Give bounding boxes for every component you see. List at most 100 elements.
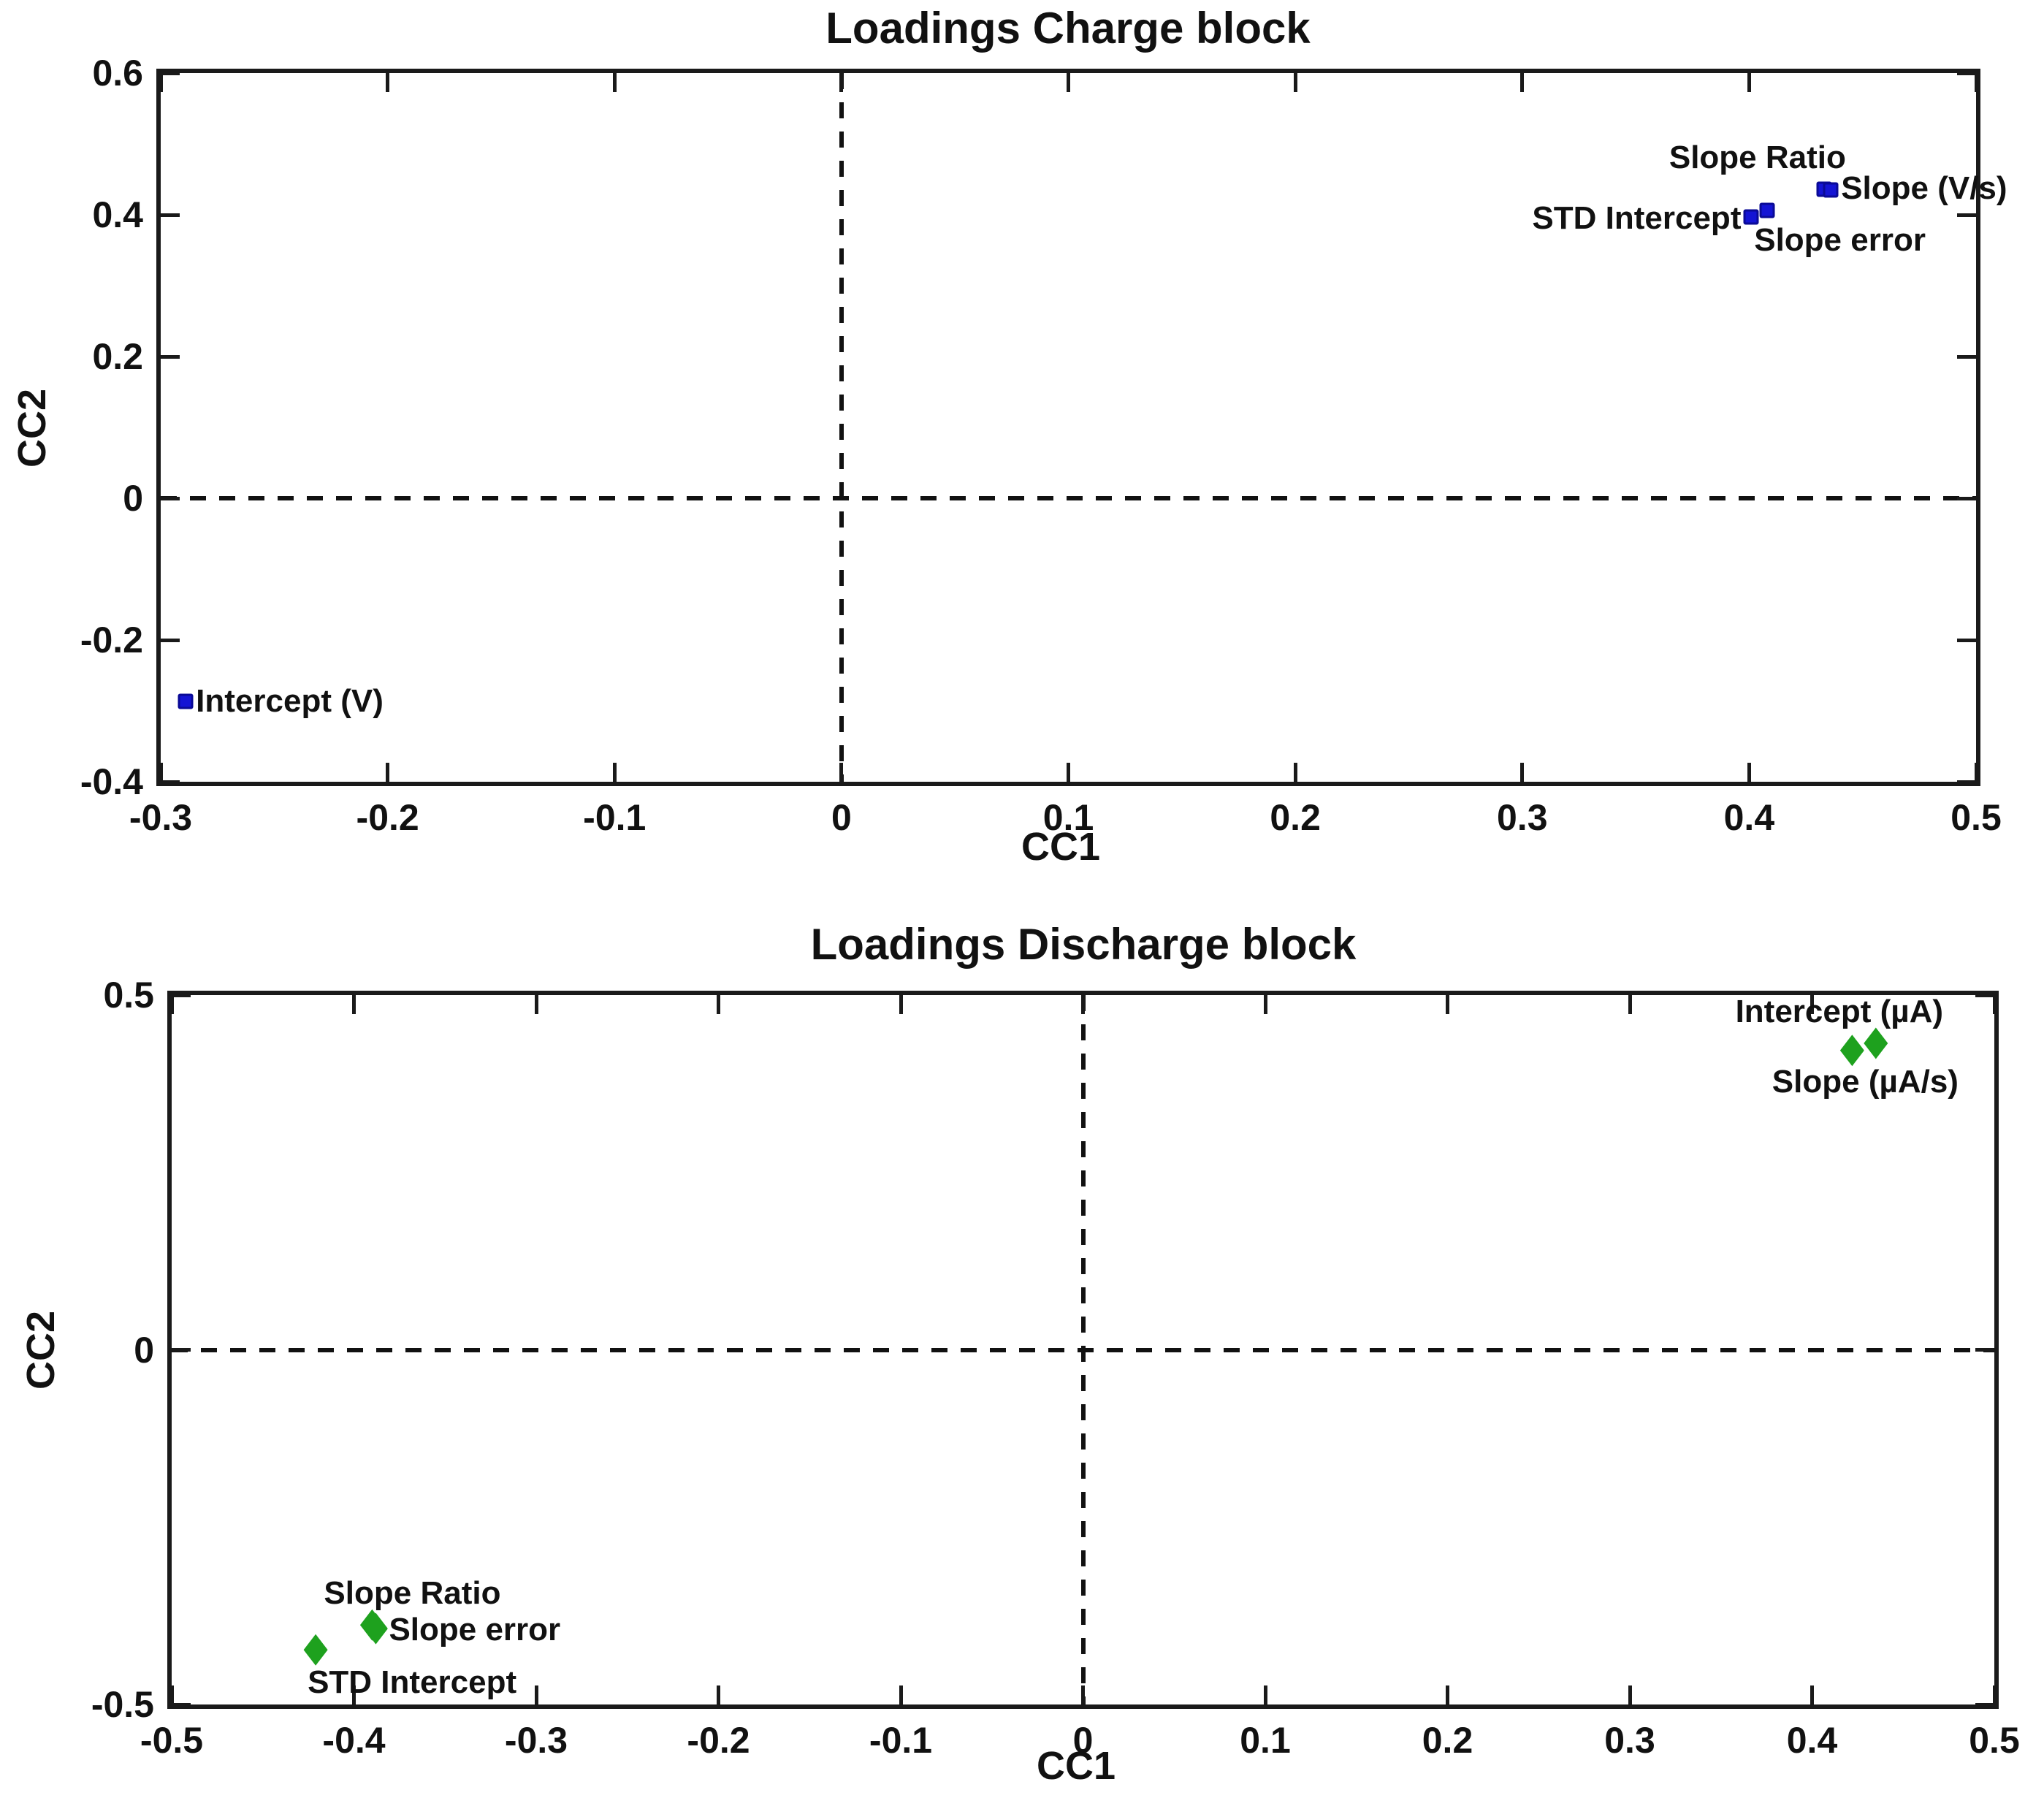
x-axis-label: CC1: [1036, 1744, 1116, 1788]
plot-area-discharge: -0.5 -0.4 -0.3 -0.2 -0.1 0 0.1 0.2 0.3 0.4 0.5 0.5 0…: [91, 977, 2020, 1759]
y-tick-right: [1957, 496, 1976, 500]
y-axis-label: CC2: [19, 1310, 63, 1390]
data-point-marker-slope-error: [1759, 202, 1775, 218]
x-tick-top: [612, 73, 617, 92]
x-tick-top: [839, 73, 844, 92]
point-label-intercept-v: Intercept (V): [196, 683, 384, 720]
x-tick-label: 0.2: [1422, 1720, 1473, 1761]
point-label-intercept-a: Intercept (µA): [1735, 993, 1944, 1029]
x-tick-label: 0.3: [1496, 797, 1548, 838]
point-label-slope-error: Slope error: [389, 1612, 561, 1648]
x-tick-top: [169, 995, 174, 1014]
y-tick-right: [1975, 993, 1994, 997]
x-tick-label: -0.3: [129, 797, 193, 838]
x-tick: [717, 1685, 720, 1704]
x-tick-top: [1628, 995, 1632, 1014]
y-tick-label: 0.2: [92, 336, 143, 377]
x-tick: [1263, 1685, 1267, 1704]
y-tick-right: [1957, 780, 1976, 784]
y-tick-right: [1957, 71, 1976, 75]
y-tick: [172, 1348, 191, 1352]
x-tick-label: -0.1: [869, 1720, 933, 1761]
x-tick: [1628, 1685, 1632, 1704]
point-label-std-intercept: STD Intercept: [1532, 199, 1742, 236]
data-point-marker-intercept-a: [1864, 1027, 1888, 1059]
x-tick-label: 0.4: [1723, 797, 1775, 838]
x-tick: [1747, 763, 1751, 782]
y-tick-label: 0: [134, 1329, 154, 1371]
x-tick-top: [1081, 995, 1085, 1014]
x-tick-top: [386, 73, 390, 92]
x-tick-label: 0.3: [1604, 1720, 1655, 1761]
x-tick-label: -0.5: [140, 1720, 204, 1761]
x-tick-top: [534, 995, 538, 1014]
x-tick-label: -0.1: [583, 797, 647, 838]
x-tick: [1067, 763, 1070, 782]
plot-area-charge: -0.3 -0.2 -0.1 0 0.1 0.2 0.3 0.4 0.5 0.6 0.4 0.2 0 -0…: [80, 55, 2007, 836]
x-tick-label: -0.2: [687, 1720, 750, 1761]
x-tick-label: 0.2: [1270, 797, 1321, 838]
x-tick-top: [1520, 73, 1525, 92]
y-tick-label: -0.5: [91, 1684, 154, 1725]
point-label-slope-error: Slope error: [1754, 222, 1926, 259]
x-tick-top: [159, 73, 163, 92]
x-tick-top: [1974, 73, 1978, 92]
point-label-slope-v-s: Slope (V/s): [1841, 169, 2007, 206]
y-tick-right: [1957, 638, 1976, 642]
x-tick-label: -0.4: [322, 1720, 386, 1761]
x-tick-top: [352, 995, 356, 1014]
chart-title: Loadings Charge block: [825, 4, 1311, 53]
y-tick-label: -0.4: [80, 761, 143, 802]
point-label-slope-a-s: Slope (µA/s): [1772, 1063, 1959, 1100]
x-tick-top: [899, 995, 903, 1014]
x-tick-top: [1293, 73, 1297, 92]
data-point-marker-std-intercept: [1743, 209, 1759, 225]
x-tick: [352, 1685, 356, 1704]
y-tick: [161, 354, 180, 359]
y-tick-right: [1957, 213, 1976, 217]
zero-line-vertical: [1080, 995, 1086, 1704]
x-tick: [1520, 763, 1525, 782]
x-tick-top: [1263, 995, 1267, 1014]
y-tick: [161, 213, 180, 217]
y-tick-right: [1975, 1702, 1994, 1707]
x-tick-top: [1747, 73, 1751, 92]
y-tick-label: 0.5: [103, 975, 154, 1016]
x-tick: [534, 1685, 538, 1704]
x-tick-top: [717, 995, 720, 1014]
y-tick-label: 0: [123, 478, 143, 519]
x-tick-label: 0.1: [1240, 1720, 1291, 1761]
y-tick-label: 0.6: [92, 53, 143, 94]
x-tick-label: 0.5: [1950, 797, 2002, 838]
y-tick-right: [1975, 1348, 1994, 1352]
x-tick: [169, 1685, 174, 1704]
data-point-marker-intercept-v: [178, 693, 194, 709]
x-tick: [612, 763, 617, 782]
data-point-marker-slope-v-s: [1823, 182, 1839, 198]
y-tick: [161, 71, 180, 75]
point-label-std-intercept: STD Intercept: [308, 1664, 517, 1701]
x-tick-label: 0: [1072, 1720, 1094, 1761]
y-tick: [161, 496, 180, 500]
x-tick-label: -0.3: [504, 1720, 568, 1761]
y-tick-label: -0.2: [80, 620, 143, 660]
data-point-marker-slope-a-s: [1839, 1035, 1864, 1067]
data-point-marker-std-intercept: [303, 1634, 328, 1666]
x-axis-label: CC1: [1021, 825, 1101, 869]
x-tick-label: 0.4: [1786, 1720, 1838, 1761]
x-tick: [899, 1685, 903, 1704]
x-tick: [1992, 1685, 1997, 1704]
x-tick: [1446, 1685, 1449, 1704]
point-label-slope-ratio: Slope Ratio: [1669, 139, 1846, 175]
chart-title: Loadings Discharge block: [810, 920, 1357, 969]
x-tick: [386, 763, 390, 782]
y-tick-label: 0.4: [92, 194, 143, 235]
x-tick-top: [1810, 995, 1814, 1014]
x-tick: [159, 763, 163, 782]
x-tick-label: -0.2: [356, 797, 419, 838]
x-tick: [839, 763, 844, 782]
x-tick: [1974, 763, 1978, 782]
